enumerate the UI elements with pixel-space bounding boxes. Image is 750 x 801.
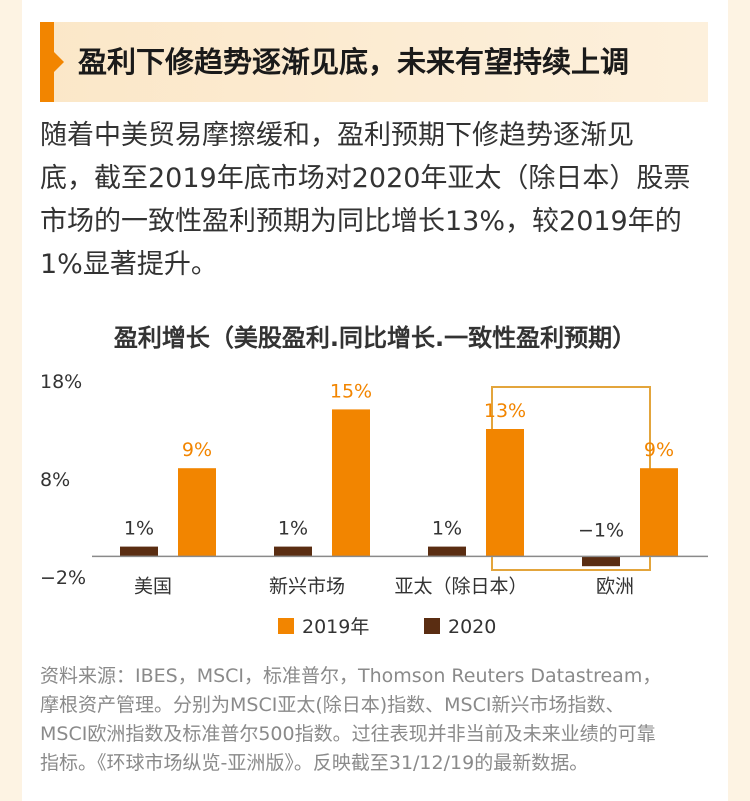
source-note: 资料来源：IBES，MSCI，标准普尔，Thomson Reuters Data… [40, 662, 720, 778]
bar-2020 [582, 556, 620, 567]
bar-2020-data-label: −1% [578, 519, 624, 541]
section-header-bar [40, 22, 708, 102]
legend-label: 2019年 [302, 616, 369, 638]
bar-2020 [274, 546, 312, 557]
source-line: 摩根资产管理。分别为MSCI亚太(除日本)指数、MSCI新兴市场指数、 [40, 694, 625, 716]
x-category-label: 美国 [134, 575, 172, 597]
chart-title: 盈利增长（美股盈利.同比增长.一致性盈利预期） [113, 324, 637, 352]
x-category-label: 欧洲 [596, 575, 634, 597]
paragraph-line: 1%显著提升。 [40, 249, 218, 280]
paragraph-line: 市场的一致性盈利预期为同比增长13%，较2019年的 [40, 206, 682, 237]
source-line: 资料来源：IBES，MSCI，标准普尔，Thomson Reuters Data… [40, 665, 662, 687]
bar-2020 [428, 546, 466, 557]
source-line: 指标。《环球市场纵览-亚洲版》。反映截至31/12/19的最新数据。 [40, 752, 589, 774]
legend-label: 2020 [448, 616, 496, 638]
section-title: 盈利下修趋势逐渐见底，未来有望持续上调 [78, 45, 630, 79]
body-paragraph: 随着中美贸易摩擦缓和，盈利预期下修趋势逐渐见 底，截至2019年底市场对2020… [40, 114, 710, 286]
bar-2020-data-label: 1% [278, 518, 308, 540]
source-line: MSCI欧洲指数及标准普尔500指数。过往表现并非当前及未来业绩的可靠 [40, 723, 656, 745]
y-tick-label: 18% [40, 371, 82, 393]
y-tick-label: 8% [40, 469, 70, 491]
bar-2019 [178, 468, 216, 557]
legend-swatch [278, 618, 294, 634]
paragraph-line: 底，截至2019年底市场对2020年亚太（除日本）股票 [40, 163, 691, 194]
y-tick-label: −2% [40, 567, 86, 589]
x-category-label: 新兴市场 [269, 575, 345, 597]
bar-2019-data-label: 15% [330, 380, 372, 402]
bar-chart: 18% 8% −2% 1% 9% 美国 1% 15% 新兴市场 1% 13% 亚太（除日本） −1% 9%… [40, 371, 708, 638]
bar-2019-data-label: 9% [182, 439, 212, 461]
bar-2019 [332, 409, 370, 557]
bar-2020 [120, 546, 158, 557]
legend-swatch [424, 618, 440, 634]
bar-2019-data-label: 13% [484, 400, 526, 422]
bar-2019 [640, 468, 678, 557]
bar-2020-data-label: 1% [432, 518, 462, 540]
content-card [22, 0, 728, 801]
header-accent-arrow-icon [54, 52, 64, 72]
header-accent-bar [40, 22, 54, 102]
x-category-label: 亚太（除日本） [394, 575, 527, 597]
paragraph-line: 随着中美贸易摩擦缓和，盈利预期下修趋势逐渐见 [40, 120, 634, 151]
bar-2019 [486, 429, 524, 557]
bar-2020-data-label: 1% [124, 518, 154, 540]
bar-2019-data-label: 9% [644, 439, 674, 461]
